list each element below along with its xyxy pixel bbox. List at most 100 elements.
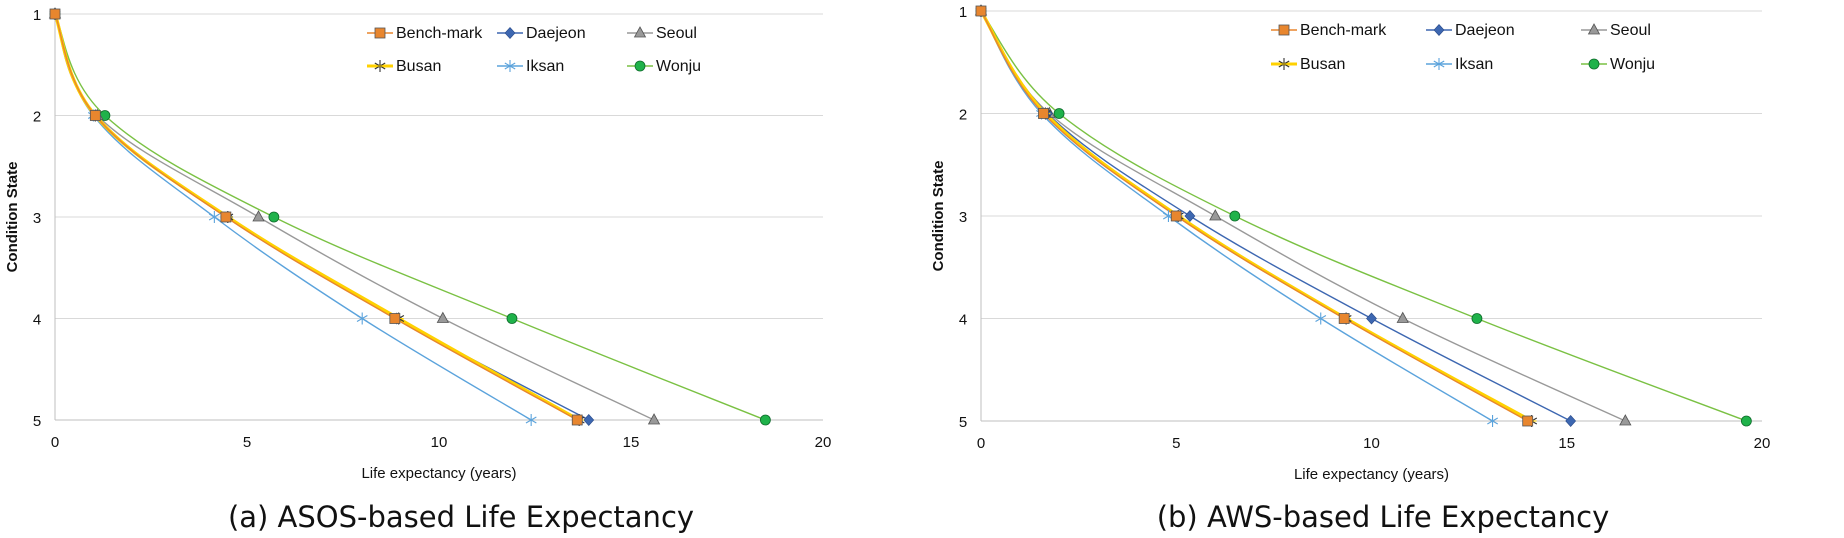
x-tick-label: 20 bbox=[815, 434, 832, 451]
data-point bbox=[1038, 108, 1049, 119]
legend-label: Daejeon bbox=[526, 25, 586, 42]
y-tick-label: 5 bbox=[959, 414, 967, 431]
series-line-benchmark bbox=[980, 10, 1529, 422]
x-axis-label: Life expectancy (years) bbox=[361, 465, 516, 482]
legend-marker bbox=[374, 27, 386, 39]
data-point bbox=[975, 5, 987, 17]
y-tick-label: 4 bbox=[33, 312, 41, 329]
legend-label: Iksan bbox=[1455, 56, 1493, 73]
x-axis-label: Life expectancy (years) bbox=[1294, 466, 1449, 483]
legend-label: Daejeon bbox=[1455, 22, 1515, 39]
legend-label: Seoul bbox=[1610, 22, 1651, 39]
data-point bbox=[1396, 311, 1409, 323]
data-point bbox=[1487, 415, 1499, 427]
legend-marker bbox=[633, 26, 647, 38]
x-tick-label: 15 bbox=[1558, 435, 1575, 452]
legend-label: Wonju bbox=[1610, 56, 1655, 73]
legend-marker bbox=[1587, 23, 1601, 35]
legend: Bench-mark Daejeon Seoul Busan Iksan Wonju bbox=[367, 25, 701, 75]
legend-label: Busan bbox=[1300, 56, 1345, 73]
legend-label: Bench-mark bbox=[396, 25, 483, 42]
series-line-wonju bbox=[980, 10, 1747, 422]
data-point bbox=[436, 311, 450, 323]
legend-label: Busan bbox=[396, 58, 441, 75]
legend-item: Bench-mark bbox=[367, 25, 483, 42]
gridlines bbox=[55, 13, 823, 319]
y-axis-label: Condition State bbox=[930, 161, 947, 272]
y-tick-label: 3 bbox=[959, 209, 967, 226]
chart-caption: (a) ASOS-based Life Expectancy bbox=[227, 500, 695, 534]
y-tick-label: 2 bbox=[959, 107, 967, 124]
data-point bbox=[1565, 415, 1577, 427]
data-point bbox=[268, 211, 280, 223]
data-point bbox=[389, 313, 401, 324]
y-tick-label: 3 bbox=[33, 210, 41, 227]
legend-label: Bench-mark bbox=[1300, 22, 1387, 39]
y-tick-label: 5 bbox=[33, 413, 41, 430]
legend-marker bbox=[1588, 58, 1600, 70]
series-line-iksan bbox=[980, 10, 1493, 422]
data-point bbox=[1338, 313, 1350, 324]
x-tick-label: 15 bbox=[623, 434, 640, 451]
data-point bbox=[506, 313, 518, 324]
y-tick-label: 2 bbox=[33, 109, 41, 126]
x-tick-label: 0 bbox=[977, 435, 985, 452]
series-markers bbox=[975, 5, 1534, 427]
legend-item: Iksan bbox=[497, 58, 564, 75]
data-point bbox=[760, 414, 771, 426]
data-point bbox=[1366, 312, 1377, 325]
y-tick-label: 1 bbox=[33, 7, 41, 24]
series-line-busan bbox=[979, 10, 1533, 423]
legend-item: Bench-mark bbox=[1271, 22, 1387, 39]
legend-marker bbox=[1278, 58, 1290, 70]
x-tick-label: 20 bbox=[1754, 435, 1771, 452]
chart-caption: (b) AWS-based Life Expectancy bbox=[1156, 500, 1610, 534]
legend-marker bbox=[1433, 58, 1445, 70]
data-point bbox=[252, 210, 265, 222]
data-point bbox=[208, 211, 220, 223]
data-point bbox=[1522, 415, 1534, 427]
data-point bbox=[1184, 210, 1196, 222]
series-markers bbox=[48, 7, 661, 425]
legend-item: Iksan bbox=[1426, 56, 1493, 73]
data-point bbox=[1053, 108, 1065, 119]
legend-marker bbox=[504, 27, 516, 39]
legend-marker bbox=[1433, 24, 1445, 36]
chart-panel-asos: 1 2 3 4 5 0 5 10 15 20 Life expectancy (years) Cond… bbox=[4, 7, 832, 534]
x-tick-label: 0 bbox=[51, 434, 59, 451]
data-point bbox=[356, 312, 368, 325]
legend-item: Busan bbox=[367, 58, 441, 75]
legend-item: Daejeon bbox=[497, 25, 586, 42]
data-point bbox=[1471, 313, 1483, 324]
data-point bbox=[49, 8, 61, 20]
data-point bbox=[525, 414, 537, 426]
data-point bbox=[1170, 210, 1182, 222]
series-line-wonju bbox=[54, 13, 766, 421]
data-point bbox=[583, 414, 595, 426]
series-markers bbox=[49, 8, 583, 426]
legend-marker bbox=[504, 60, 516, 72]
x-tick-label: 10 bbox=[1363, 435, 1380, 452]
y-tick-label: 4 bbox=[959, 312, 967, 329]
data-point bbox=[220, 211, 232, 223]
y-axis-label: Condition State bbox=[4, 162, 21, 273]
legend-label: Iksan bbox=[526, 58, 564, 75]
x-tick-label: 5 bbox=[1172, 435, 1180, 452]
x-tick-label: 10 bbox=[431, 434, 448, 451]
legend-marker bbox=[374, 60, 386, 72]
series-line-benchmark bbox=[54, 13, 578, 421]
data-point bbox=[1209, 209, 1222, 221]
legend-item: Wonju bbox=[1581, 56, 1655, 73]
data-point bbox=[571, 414, 583, 426]
legend-item: Wonju bbox=[627, 58, 701, 75]
legend-item: Daejeon bbox=[1426, 22, 1515, 39]
y-tick-label: 1 bbox=[959, 4, 967, 21]
data-point bbox=[1619, 414, 1632, 426]
legend-marker bbox=[1278, 24, 1290, 36]
data-point bbox=[647, 413, 661, 425]
data-point bbox=[89, 110, 101, 121]
legend: Bench-mark Daejeon Seoul Busan Iksan Wonju bbox=[1271, 22, 1655, 73]
legend-item: Seoul bbox=[1581, 22, 1651, 39]
